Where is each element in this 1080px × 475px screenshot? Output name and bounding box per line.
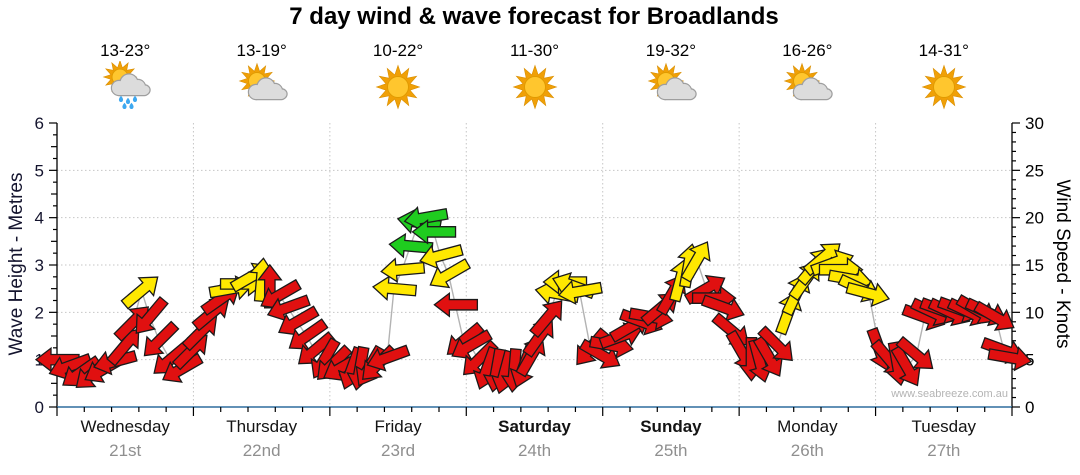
day-name-label: Wednesday xyxy=(80,417,170,436)
day-forecast-sunday: 19-32° xyxy=(611,40,731,126)
day-name-label: Saturday xyxy=(498,417,571,436)
day-axis-label-tuesday: Tuesday 27th xyxy=(876,417,1012,461)
weather-icon-sun-cloud xyxy=(238,62,288,101)
day-name-label: Tuesday xyxy=(911,417,977,436)
day-axis-label-thursday: Thursday 22nd xyxy=(194,417,330,461)
y-right-tick-label: 15 xyxy=(1025,256,1044,275)
wind-speed-axis-title: Wind Speed - Knots xyxy=(1052,179,1073,349)
wind-arrow xyxy=(429,258,472,289)
wind-arrow xyxy=(529,300,563,339)
wind-arrow xyxy=(895,335,934,370)
wind-arrow xyxy=(143,320,180,357)
day-axis-label-monday: Monday 26th xyxy=(739,417,875,461)
day-temp-label: 16-26° xyxy=(782,41,833,60)
day-name-label: Thursday xyxy=(226,417,298,436)
wind-arrow xyxy=(34,346,80,373)
wind-arrow xyxy=(371,275,418,301)
day-forecast-friday: 10-22° xyxy=(338,40,458,126)
wind-arrow xyxy=(288,318,329,350)
wind-arrow xyxy=(451,329,493,360)
wind-arrow xyxy=(757,325,793,362)
y-right-tick-label: 20 xyxy=(1025,209,1044,228)
wind-arrow xyxy=(973,300,1015,331)
day-date-label: 25th xyxy=(654,441,688,460)
y-right-tick-label: 25 xyxy=(1025,161,1044,180)
day-forecast-monday: 16-26° xyxy=(747,40,867,126)
wind-arrow xyxy=(433,291,479,318)
y-right-tick-label: 10 xyxy=(1025,303,1044,322)
y-right-tick-label: 30 xyxy=(1025,114,1044,133)
day-name-label: Friday xyxy=(374,417,422,436)
day-date-label: 24th xyxy=(517,441,552,460)
page-title: 7 day wind & wave forecast for Broadland… xyxy=(289,3,779,30)
day-temp-label: 19-32° xyxy=(645,41,697,60)
day-name-label: Sunday xyxy=(640,417,702,436)
wind-arrow xyxy=(297,331,336,365)
day-axis-label-sunday: Sunday 25th xyxy=(603,417,739,461)
wind-arrow xyxy=(403,205,449,232)
y-left-tick-label: 2 xyxy=(35,303,44,322)
day-date-label: 26th xyxy=(790,441,824,460)
wind-arrow xyxy=(845,281,891,308)
wind-arrow xyxy=(700,294,745,322)
wind-arrow xyxy=(752,335,783,377)
day-date-label: 23rd xyxy=(381,441,416,460)
day-temp-label: 10-22° xyxy=(372,41,424,60)
y-left-tick-label: 4 xyxy=(35,209,44,228)
day-date-label: 22nd xyxy=(242,441,281,460)
weather-icon-sun xyxy=(921,64,967,110)
day-forecast-tuesday: 14-31° xyxy=(884,40,1004,126)
day-forecast-wednesday: 13-23° xyxy=(65,40,185,126)
wave-height-axis-title: Wave Height - Metres xyxy=(6,172,27,356)
wind-arrow xyxy=(135,295,169,334)
y-right-tick-label: 0 xyxy=(1025,398,1034,417)
day-forecast-thursday: 13-19° xyxy=(202,40,322,126)
watermark: www.seabreeze.com.au xyxy=(891,388,1008,400)
day-temp-label: 14-31° xyxy=(918,41,969,60)
day-forecast-saturday: 11-30° xyxy=(475,40,595,126)
day-temp-label: 11-30° xyxy=(509,41,560,60)
wind-arrow xyxy=(987,346,1033,372)
wind-arrow xyxy=(411,219,457,245)
wind-arrow xyxy=(366,344,411,372)
y-left-tick-label: 5 xyxy=(35,161,44,180)
day-temp-label: 13-23° xyxy=(100,41,151,60)
day-date-label: 27th xyxy=(927,441,961,460)
day-axis-label-wednesday: Wednesday 21st xyxy=(57,417,193,461)
wind-arrow xyxy=(266,294,311,322)
weather-icon-sun-cloud-rain xyxy=(102,61,151,109)
day-axis-label-friday: Friday 23rd xyxy=(330,417,466,461)
wind-arrow xyxy=(890,344,921,387)
y-left-tick-label: 3 xyxy=(35,256,44,275)
wind-arrow xyxy=(557,279,603,306)
day-temp-label: 13-19° xyxy=(236,41,287,60)
weather-icon-sun xyxy=(512,64,557,110)
weather-icon-sun-cloud xyxy=(647,62,697,101)
weather-icon-sun xyxy=(375,64,421,110)
day-axis-label-saturday: Saturday 24th xyxy=(467,417,603,461)
day-name-label: Monday xyxy=(777,417,838,436)
wind-arrow xyxy=(380,257,426,283)
wind-arrow xyxy=(419,244,464,270)
day-date-label: 21st xyxy=(109,441,142,460)
y-left-tick-label: 6 xyxy=(35,114,44,133)
wind-arrow xyxy=(120,276,159,310)
y-left-tick-label: 0 xyxy=(35,398,44,417)
wind-arrow xyxy=(680,241,711,283)
weather-icon-sun-cloud xyxy=(784,62,834,101)
